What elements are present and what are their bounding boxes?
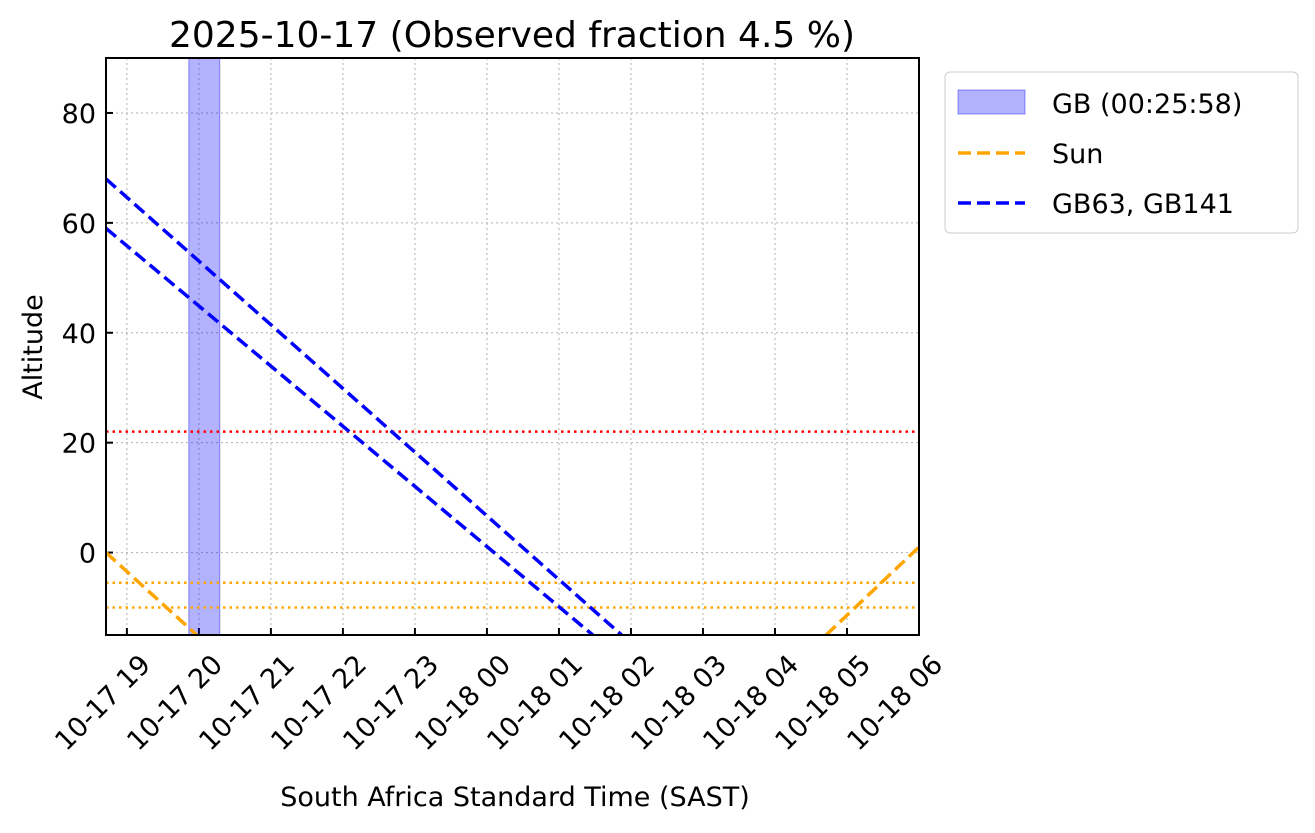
legend-label-gb-lines: GB63, GB141 [1052, 189, 1234, 220]
legend: GB (00:25:58) Sun GB63, GB141 [944, 71, 1299, 234]
observation-window-band [188, 57, 221, 636]
sun-altitude-line [106, 551, 198, 635]
legend-swatch-gb [957, 89, 1026, 115]
y-tick-label: 40 [62, 319, 96, 350]
y-axis-label: Altitude [18, 294, 49, 400]
y-tick-label: 20 [62, 429, 96, 460]
x-axis-label: South Africa Standard Time (SAST) [280, 782, 750, 813]
field-altitude-line [106, 227, 594, 635]
y-tick-label: 80 [62, 99, 96, 130]
y-tick-label: 60 [62, 209, 96, 240]
y-tick-label: 0 [79, 539, 96, 570]
plot-frame [105, 57, 920, 636]
sun-altitude-line [824, 545, 919, 635]
legend-box [944, 71, 1299, 234]
legend-label-sun: Sun [1052, 139, 1103, 170]
chart-title: 2025-10-17 (Observed fraction 4.5 %) [169, 15, 855, 56]
legend-label-gb: GB (00:25:58) [1052, 89, 1242, 120]
field-altitude-line [106, 177, 623, 635]
